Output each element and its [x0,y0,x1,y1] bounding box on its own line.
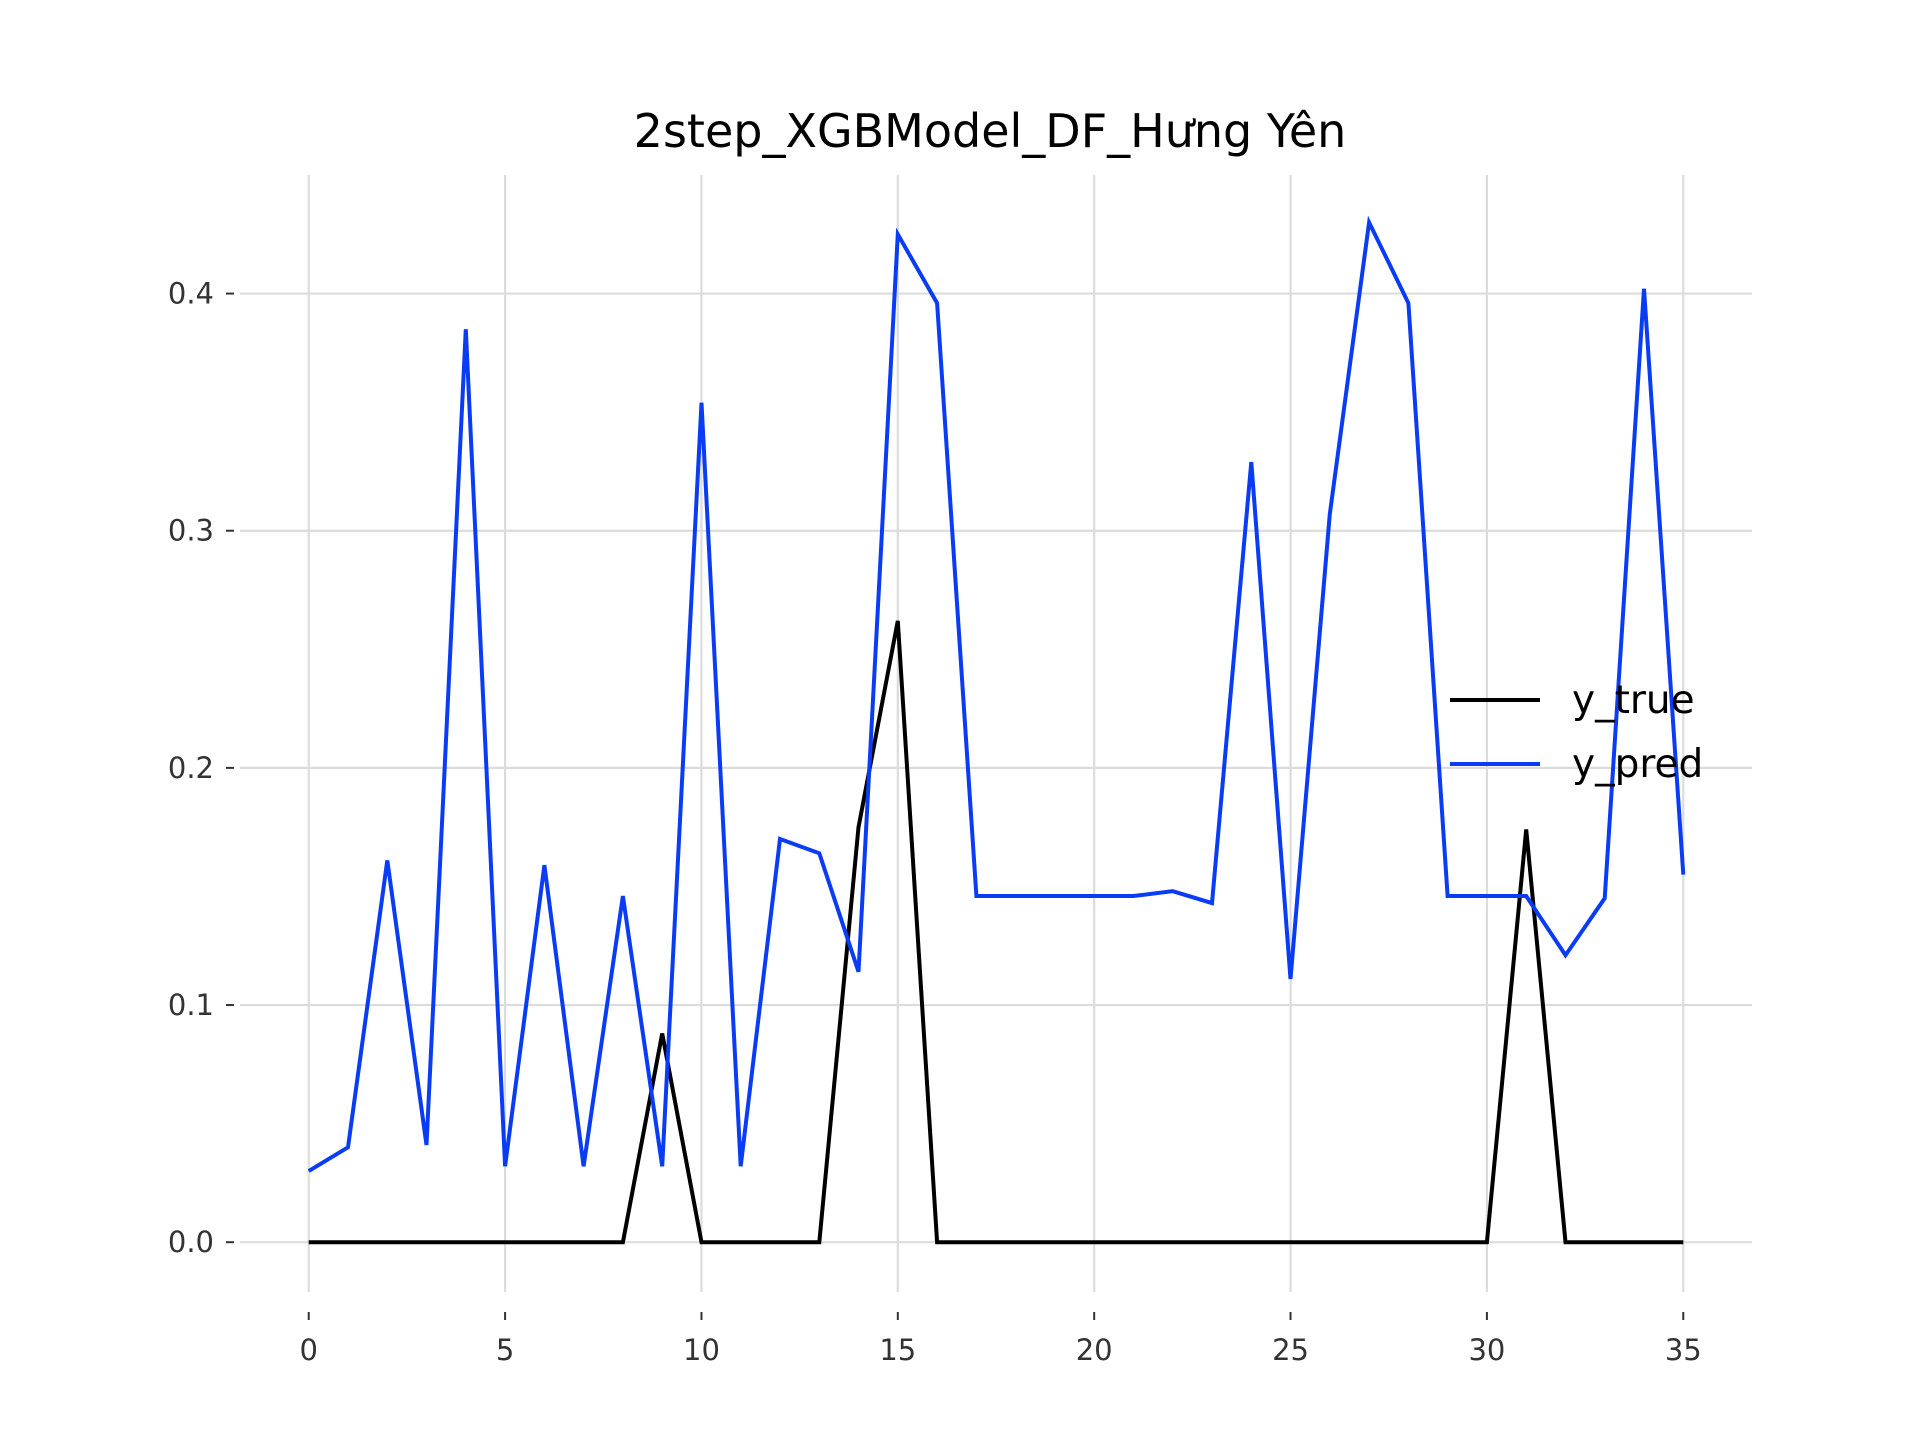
x-tick-label: 10 [683,1333,720,1367]
axis-ticks: 0 5 10 15 20 25 30 35 0.0 0.1 0.2 0.3 0.4 [168,277,1702,1367]
y-tick-label: 0.1 [168,988,214,1022]
x-tick-label: 35 [1665,1333,1702,1367]
series-lines [307,215,1686,1245]
legend: y_true y_pred [1450,678,1703,787]
x-tick-label: 0 [300,1333,318,1367]
legend-label: y_pred [1572,742,1703,787]
series-line-y-true [308,620,1684,1245]
series-line-y-pred [307,215,1686,1173]
chart-title: 2step_XGBModel_DF_Hưng Yên [634,104,1347,158]
x-tick-label: 25 [1272,1333,1309,1367]
x-tick-label: 20 [1076,1333,1113,1367]
x-tick-label: 5 [496,1333,514,1367]
x-tick-label: 30 [1468,1333,1505,1367]
legend-label: y_true [1572,678,1695,723]
y-tick-label: 0.2 [168,751,214,785]
y-tick-label: 0.3 [168,514,214,548]
x-tick-label: 15 [879,1333,916,1367]
y-tick-label: 0.0 [168,1225,214,1259]
y-tick-label: 0.4 [168,277,214,311]
